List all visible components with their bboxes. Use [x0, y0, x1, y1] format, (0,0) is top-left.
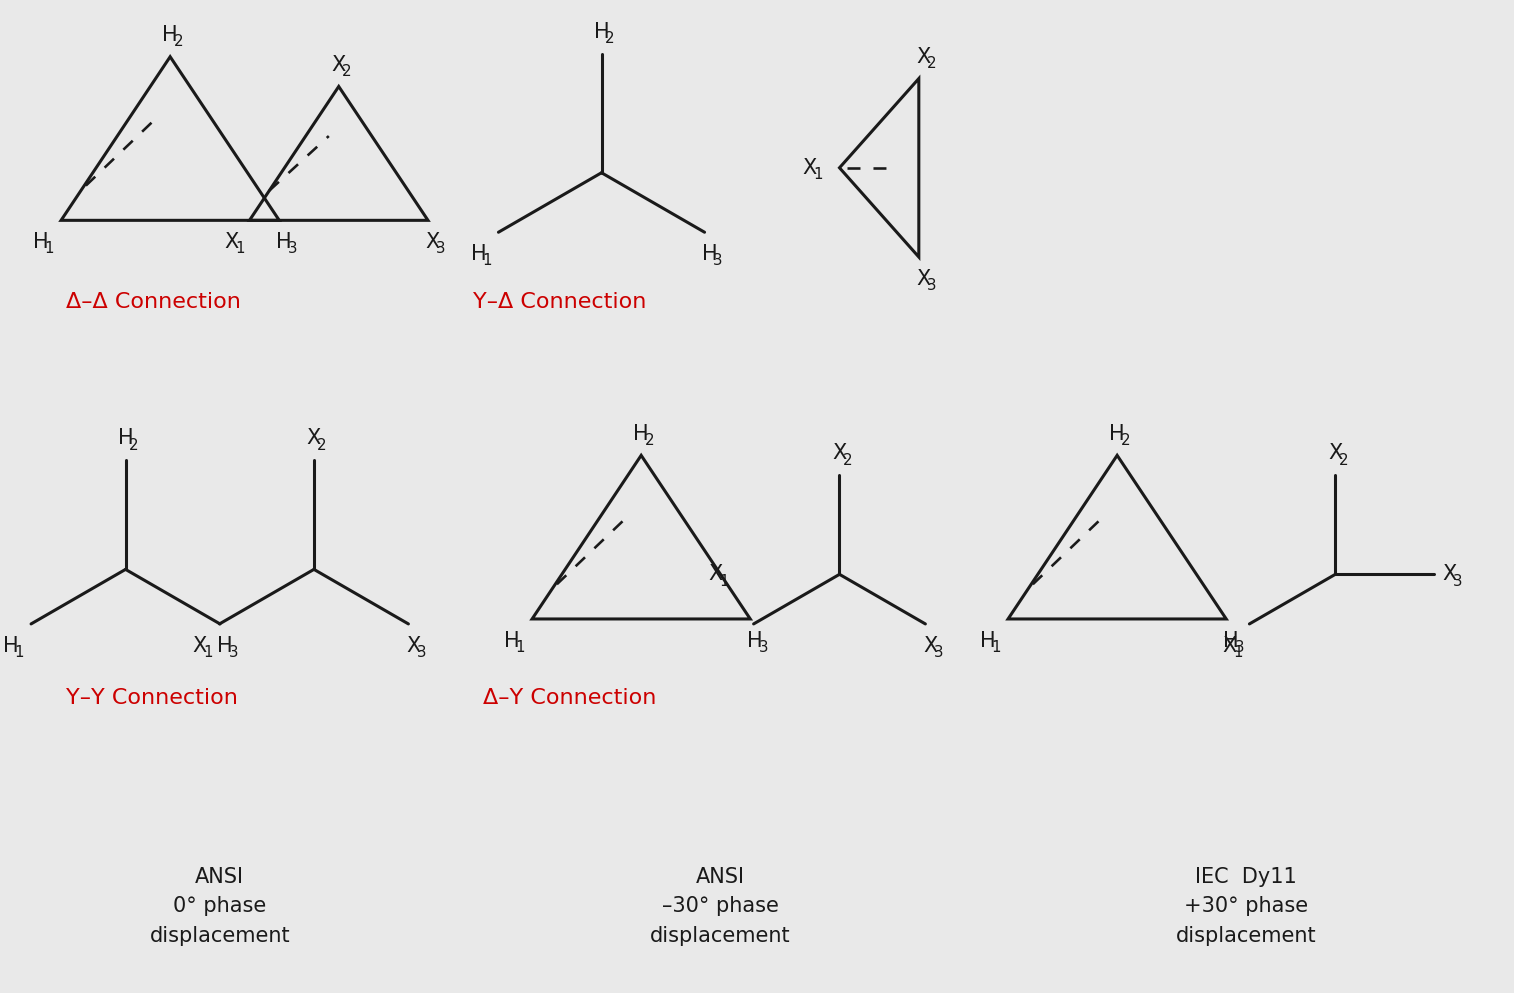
Text: X: X — [406, 636, 421, 655]
Text: 2: 2 — [1338, 453, 1349, 468]
Text: 2: 2 — [342, 64, 351, 78]
Text: 1: 1 — [719, 574, 728, 589]
Text: 3: 3 — [416, 644, 427, 660]
Text: 3: 3 — [288, 241, 297, 256]
Text: 3: 3 — [1453, 574, 1463, 589]
Text: H: H — [1110, 424, 1125, 444]
Text: X: X — [307, 429, 321, 449]
Text: 1: 1 — [203, 644, 212, 660]
Text: 1: 1 — [1232, 644, 1243, 660]
Text: 1: 1 — [45, 241, 55, 256]
Text: Y–Y Connection: Y–Y Connection — [67, 688, 238, 708]
Text: H: H — [33, 232, 48, 252]
Text: 2: 2 — [174, 34, 183, 49]
Text: ANSI
–30° phase
displacement: ANSI –30° phase displacement — [650, 867, 790, 946]
Text: X: X — [833, 443, 846, 464]
Text: 2: 2 — [645, 433, 654, 448]
Text: H: H — [277, 232, 292, 252]
Text: H: H — [3, 636, 20, 655]
Text: 1: 1 — [516, 639, 525, 655]
Text: 2: 2 — [843, 453, 852, 468]
Text: 1: 1 — [481, 253, 492, 268]
Text: X: X — [425, 232, 441, 252]
Text: 1: 1 — [235, 241, 245, 256]
Text: H: H — [748, 631, 763, 650]
Text: H: H — [593, 22, 609, 42]
Text: H: H — [1223, 631, 1238, 650]
Text: 1: 1 — [813, 167, 822, 182]
Text: 1: 1 — [15, 644, 24, 660]
Text: ANSI
0° phase
displacement: ANSI 0° phase displacement — [150, 867, 291, 946]
Text: H: H — [471, 244, 486, 264]
Text: 3: 3 — [1234, 639, 1245, 655]
Text: 3: 3 — [229, 644, 238, 660]
Text: 3: 3 — [436, 241, 445, 256]
Text: X: X — [709, 564, 722, 584]
Text: 2: 2 — [129, 438, 138, 453]
Text: H: H — [504, 631, 521, 650]
Text: Y–Δ Connection: Y–Δ Connection — [472, 292, 646, 312]
Text: 3: 3 — [927, 278, 937, 293]
Text: 2: 2 — [1120, 433, 1129, 448]
Text: IEC  Dy11
+30° phase
displacement: IEC Dy11 +30° phase displacement — [1176, 867, 1316, 946]
Text: 2: 2 — [927, 56, 937, 71]
Text: 2: 2 — [606, 31, 615, 46]
Text: X: X — [916, 47, 931, 67]
Text: X: X — [924, 636, 937, 655]
Text: X: X — [1328, 443, 1343, 464]
Text: X: X — [1222, 636, 1237, 655]
Text: X: X — [192, 636, 207, 655]
Text: Δ–Δ Connection: Δ–Δ Connection — [67, 292, 241, 312]
Text: X: X — [916, 269, 931, 289]
Text: X: X — [332, 55, 345, 74]
Text: H: H — [118, 429, 133, 449]
Text: 2: 2 — [318, 438, 327, 453]
Text: 1: 1 — [992, 639, 1001, 655]
Text: H: H — [162, 25, 179, 45]
Text: H: H — [633, 424, 650, 444]
Text: 3: 3 — [713, 253, 722, 268]
Text: 3: 3 — [934, 644, 943, 660]
Text: H: H — [981, 631, 996, 650]
Text: H: H — [701, 244, 718, 264]
Text: X: X — [224, 232, 239, 252]
Text: Δ–Y Connection: Δ–Y Connection — [483, 688, 656, 708]
Text: 3: 3 — [759, 639, 768, 655]
Text: X: X — [802, 158, 818, 178]
Text: H: H — [217, 636, 233, 655]
Text: X: X — [1443, 564, 1456, 584]
